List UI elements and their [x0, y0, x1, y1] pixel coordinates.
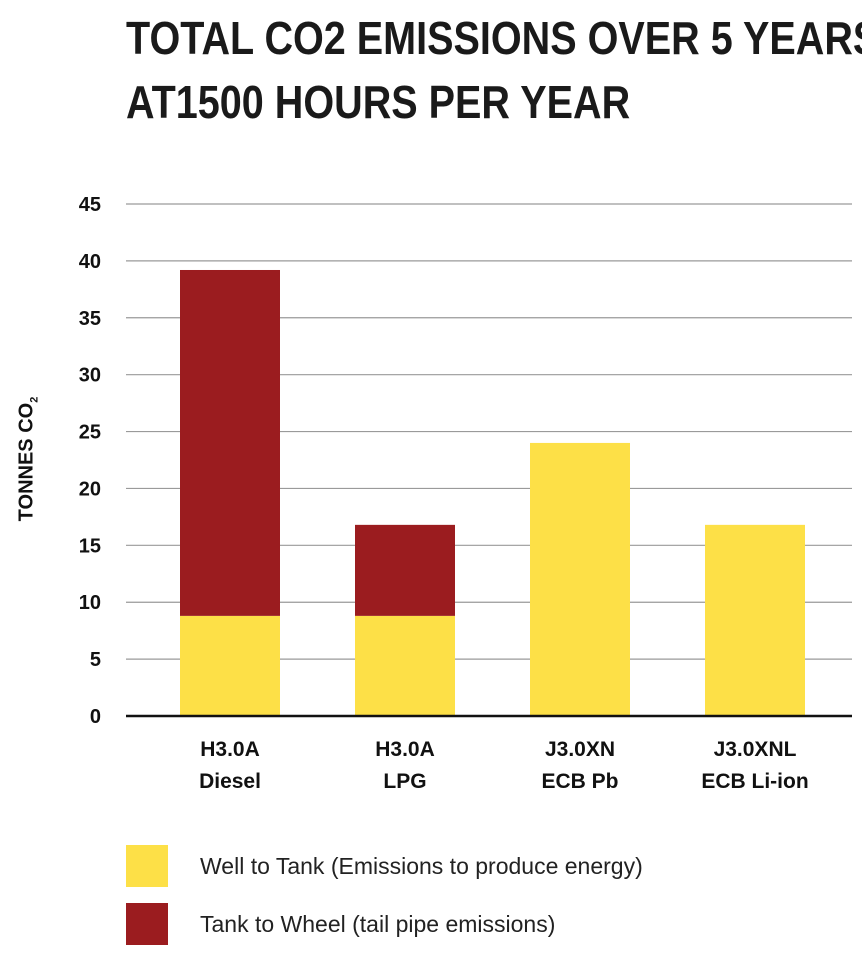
bar-well-to-tank — [355, 615, 455, 716]
legend-item-tank-to-wheel: Tank to Wheel (tail pipe emissions) — [126, 901, 643, 947]
bar-tank-to-wheel — [355, 524, 455, 616]
bar-well-to-tank — [180, 615, 280, 716]
y-tick-label: 40 — [79, 251, 101, 273]
y-tick-label: 15 — [79, 535, 101, 557]
bar-well-to-tank — [705, 524, 805, 716]
y-tick-label: 25 — [79, 422, 101, 444]
bar-tank-to-wheel — [180, 269, 280, 616]
x-tick-label: J3.0XNL — [714, 738, 797, 761]
bar-well-to-tank — [530, 442, 630, 716]
x-tick-label: H3.0A — [200, 738, 260, 761]
legend: Well to Tank (Emissions to produce energ… — [126, 843, 643, 959]
x-tick-label: H3.0A — [375, 738, 435, 761]
legend-swatch-well-to-tank — [126, 845, 168, 887]
x-tick-label: ECB Li-ion — [701, 770, 808, 793]
x-tick-label: LPG — [383, 770, 426, 793]
chart-title-line-1: TOTAL CO2 EMISSIONS OVER 5 YEARS — [126, 12, 862, 64]
legend-item-well-to-tank: Well to Tank (Emissions to produce energ… — [126, 843, 643, 889]
y-tick-label: 35 — [79, 308, 101, 330]
legend-label-well-to-tank: Well to Tank (Emissions to produce energ… — [200, 852, 643, 879]
chart-title: TOTAL CO2 EMISSIONS OVER 5 YEARS AT1500 … — [126, 6, 862, 134]
y-tick-label: 10 — [79, 592, 101, 614]
y-tick-label: 20 — [79, 478, 101, 500]
y-tick-label: 45 — [79, 194, 101, 216]
legend-label-tank-to-wheel: Tank to Wheel (tail pipe emissions) — [200, 910, 556, 937]
x-tick-label: ECB Pb — [541, 770, 618, 793]
legend-swatch-tank-to-wheel — [126, 903, 168, 945]
x-tick-label: Diesel — [199, 770, 261, 793]
x-tick-label: J3.0XN — [545, 738, 615, 761]
y-tick-label: 30 — [79, 365, 101, 387]
y-tick-label: 5 — [90, 649, 101, 671]
y-tick-label: 0 — [90, 706, 101, 728]
chart-title-line-2: AT1500 HOURS PER YEAR — [126, 76, 631, 128]
